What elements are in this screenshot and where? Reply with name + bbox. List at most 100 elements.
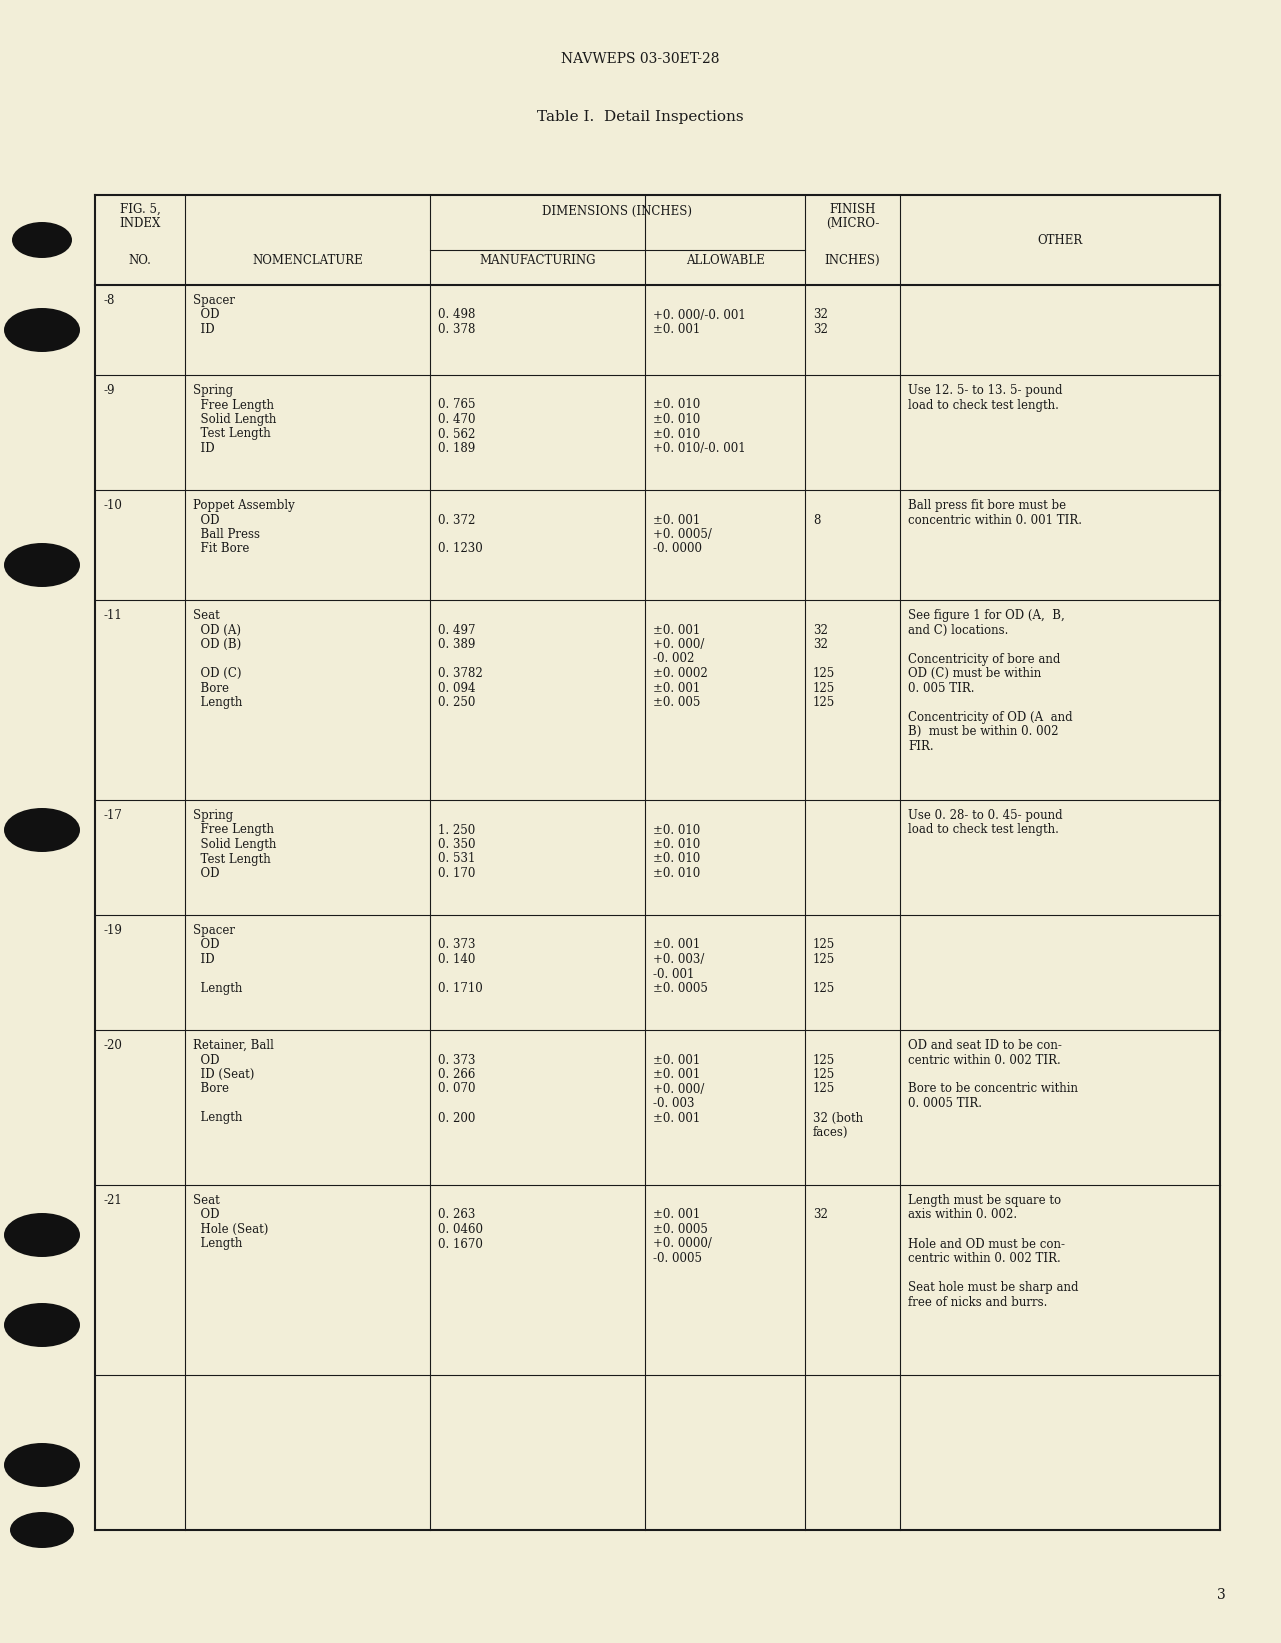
Text: ±0. 010: ±0. 010: [653, 427, 701, 440]
Text: load to check test length.: load to check test length.: [908, 399, 1059, 411]
Text: 8: 8: [813, 514, 820, 526]
Text: ±0. 010: ±0. 010: [653, 838, 701, 851]
Ellipse shape: [4, 1213, 79, 1257]
Text: 125: 125: [813, 1068, 835, 1081]
Text: Seat hole must be sharp and: Seat hole must be sharp and: [908, 1282, 1079, 1295]
Text: 32: 32: [813, 623, 828, 636]
Text: 0. 200: 0. 200: [438, 1112, 475, 1124]
Text: ±0. 001: ±0. 001: [653, 1209, 701, 1221]
Text: DIMENSIONS (INCHES): DIMENSIONS (INCHES): [542, 205, 693, 219]
Text: 125: 125: [813, 1053, 835, 1066]
Text: -21: -21: [102, 1194, 122, 1208]
Text: OD: OD: [193, 514, 219, 526]
Text: Spring: Spring: [193, 384, 233, 398]
Text: Seat: Seat: [193, 610, 220, 623]
Text: -0. 0000: -0. 0000: [653, 542, 702, 555]
Text: +0. 000/: +0. 000/: [653, 637, 705, 651]
Text: -0. 003: -0. 003: [653, 1098, 694, 1111]
Text: Hole and OD must be con-: Hole and OD must be con-: [908, 1237, 1065, 1250]
Text: free of nicks and burrs.: free of nicks and burrs.: [908, 1295, 1048, 1308]
Text: 0. 531: 0. 531: [438, 853, 475, 866]
Text: See figure 1 for OD (A,  B,: See figure 1 for OD (A, B,: [908, 610, 1065, 623]
Text: ±0. 0005: ±0. 0005: [653, 1222, 708, 1236]
Text: 1. 250: 1. 250: [438, 823, 475, 836]
Text: 0. 765: 0. 765: [438, 399, 475, 411]
Text: Use 0. 28- to 0. 45- pound: Use 0. 28- to 0. 45- pound: [908, 808, 1063, 822]
Text: ID (Seat): ID (Seat): [193, 1068, 255, 1081]
Text: ALLOWABLE: ALLOWABLE: [685, 255, 765, 268]
Text: INCHES): INCHES): [825, 255, 880, 268]
Text: +0. 0000/: +0. 0000/: [653, 1237, 712, 1250]
Text: ID: ID: [193, 324, 215, 337]
Text: 125: 125: [813, 682, 835, 695]
Text: OD: OD: [193, 309, 219, 322]
Text: Test Length: Test Length: [193, 853, 270, 866]
Ellipse shape: [12, 222, 72, 258]
Text: ±0. 010: ±0. 010: [653, 399, 701, 411]
Text: ±0. 0005: ±0. 0005: [653, 983, 708, 996]
Text: 125: 125: [813, 697, 835, 710]
Text: 0. 470: 0. 470: [438, 412, 475, 426]
Text: ±0. 010: ±0. 010: [653, 853, 701, 866]
Text: 125: 125: [813, 667, 835, 680]
Ellipse shape: [4, 307, 79, 352]
Text: 0. 372: 0. 372: [438, 514, 475, 526]
Text: ±0. 001: ±0. 001: [653, 938, 701, 951]
Text: OD: OD: [193, 1053, 219, 1066]
Text: OD: OD: [193, 938, 219, 951]
Text: ±0. 001: ±0. 001: [653, 1112, 701, 1124]
Text: NO.: NO.: [128, 255, 151, 268]
Text: centric within 0. 002 TIR.: centric within 0. 002 TIR.: [908, 1252, 1061, 1265]
Text: Bore: Bore: [193, 1083, 229, 1096]
Text: axis within 0. 002.: axis within 0. 002.: [908, 1209, 1017, 1221]
Text: and C) locations.: and C) locations.: [908, 623, 1008, 636]
Text: OD (C): OD (C): [193, 667, 242, 680]
Text: ID: ID: [193, 953, 215, 966]
Text: Solid Length: Solid Length: [193, 412, 277, 426]
Text: ±0. 0002: ±0. 0002: [653, 667, 707, 680]
Text: OD (B): OD (B): [193, 637, 241, 651]
Text: ±0. 010: ±0. 010: [653, 412, 701, 426]
Text: -10: -10: [102, 499, 122, 513]
Text: Length: Length: [193, 1112, 242, 1124]
Text: Ball Press: Ball Press: [193, 527, 260, 541]
Text: -8: -8: [102, 294, 114, 307]
Text: Test Length: Test Length: [193, 427, 270, 440]
Text: 0. 498: 0. 498: [438, 309, 475, 322]
Text: ±0. 010: ±0. 010: [653, 823, 701, 836]
Text: MANUFACTURING: MANUFACTURING: [479, 255, 596, 268]
Text: OD (A): OD (A): [193, 623, 241, 636]
Text: Fit Bore: Fit Bore: [193, 542, 250, 555]
Text: 32: 32: [813, 1209, 828, 1221]
Text: FIG. 5,: FIG. 5,: [119, 204, 160, 215]
Ellipse shape: [4, 542, 79, 587]
Text: 32: 32: [813, 637, 828, 651]
Text: 0. 389: 0. 389: [438, 637, 475, 651]
Text: +0. 0005/: +0. 0005/: [653, 527, 712, 541]
Text: 0. 263: 0. 263: [438, 1209, 475, 1221]
Text: 0. 170: 0. 170: [438, 868, 475, 881]
Text: -9: -9: [102, 384, 114, 398]
Text: Seat: Seat: [193, 1194, 220, 1208]
Text: 32: 32: [813, 324, 828, 337]
Text: centric within 0. 002 TIR.: centric within 0. 002 TIR.: [908, 1053, 1061, 1066]
Text: ±0. 005: ±0. 005: [653, 697, 701, 710]
Text: 32 (both: 32 (both: [813, 1112, 863, 1124]
Text: NOMENCLATURE: NOMENCLATURE: [252, 255, 363, 268]
Text: 0. 1230: 0. 1230: [438, 542, 483, 555]
Text: -17: -17: [102, 808, 122, 822]
Text: ±0. 001: ±0. 001: [653, 1068, 701, 1081]
Text: ±0. 001: ±0. 001: [653, 682, 701, 695]
Text: 0. 373: 0. 373: [438, 1053, 475, 1066]
Text: ±0. 001: ±0. 001: [653, 324, 701, 337]
Text: 3: 3: [1217, 1589, 1226, 1602]
Text: Spacer: Spacer: [193, 923, 234, 937]
Text: Poppet Assembly: Poppet Assembly: [193, 499, 295, 513]
Text: Bore to be concentric within: Bore to be concentric within: [908, 1083, 1079, 1096]
Text: NAVWEPS 03-30ET-28: NAVWEPS 03-30ET-28: [561, 53, 720, 66]
Ellipse shape: [10, 1512, 74, 1548]
Text: ID: ID: [193, 442, 215, 455]
Ellipse shape: [4, 1443, 79, 1487]
Text: +0. 010/-0. 001: +0. 010/-0. 001: [653, 442, 746, 455]
Text: OTHER: OTHER: [1038, 233, 1082, 246]
